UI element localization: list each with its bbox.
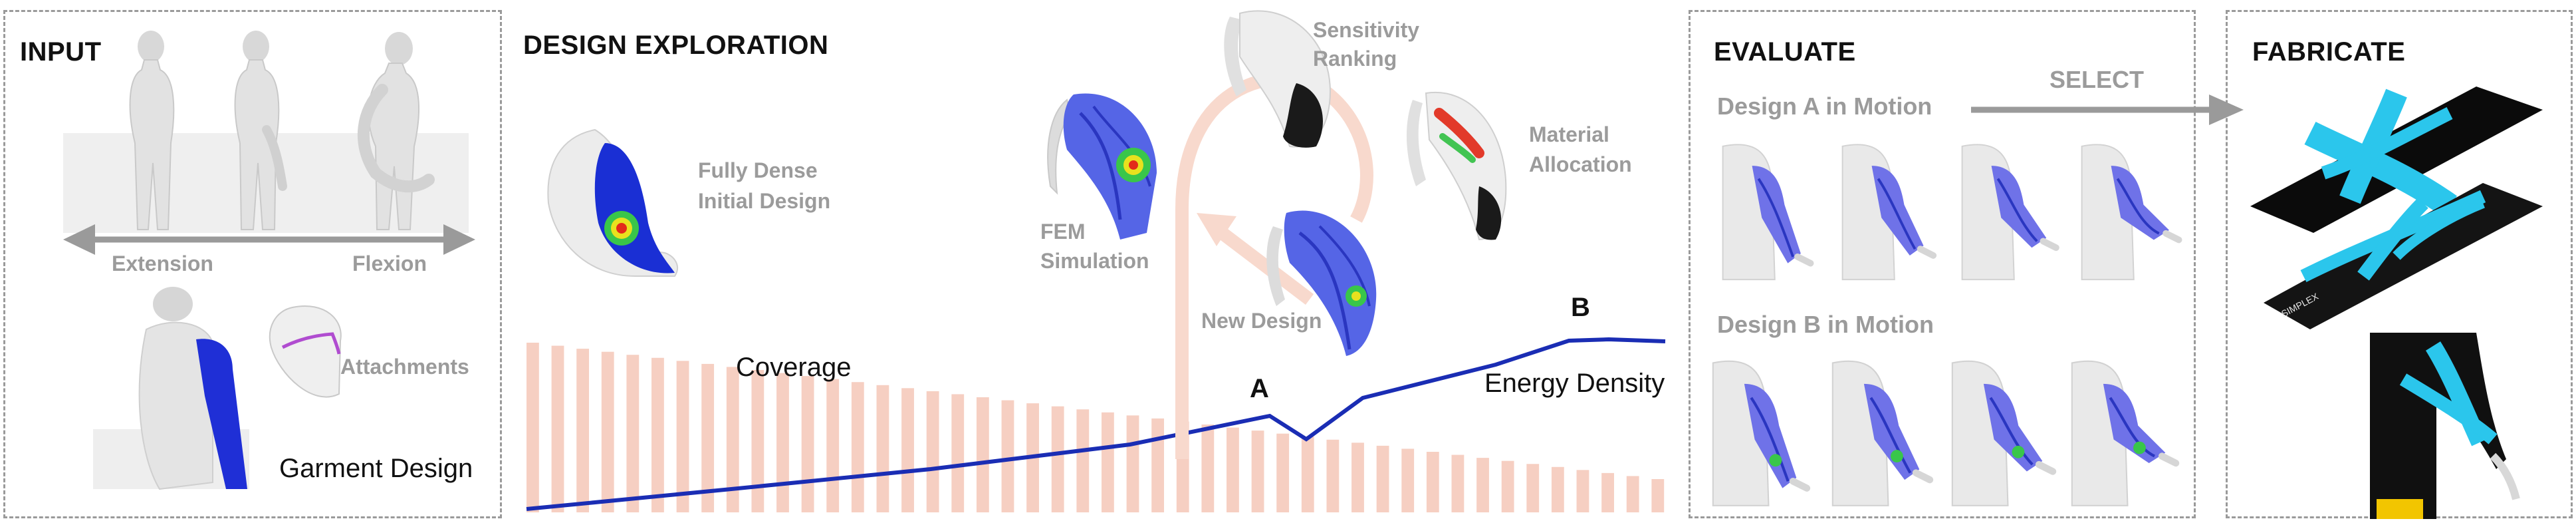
sensitivity-ranking-arm xyxy=(1224,10,1331,148)
fem-line1: FEM xyxy=(1040,220,1086,244)
coverage-bar xyxy=(1126,415,1139,512)
design-a-frame xyxy=(1841,144,1937,281)
mannequin-standing-1 xyxy=(129,31,175,230)
coverage-bar xyxy=(601,351,614,512)
fabric-sheet-with-tape xyxy=(2250,87,2543,233)
attachments-shoulder xyxy=(269,305,342,398)
design-a-frame xyxy=(1722,144,1814,281)
coverage-bar xyxy=(1051,406,1064,512)
material-line2: Allocation xyxy=(1529,152,1632,176)
point-a-label: A xyxy=(1250,374,1269,403)
coverage-bar xyxy=(676,361,689,512)
coverage-bar xyxy=(726,367,739,512)
worn-garment-arm xyxy=(2370,333,2520,519)
design-b-sequence xyxy=(1705,356,2184,509)
coverage-bar xyxy=(1276,433,1290,512)
coverage-bar xyxy=(1201,425,1215,512)
coverage-bar xyxy=(776,373,789,512)
coverage-bar xyxy=(1601,472,1614,512)
coverage-bar xyxy=(1076,409,1090,512)
design-a-frame xyxy=(1961,144,2059,281)
coverage-bar xyxy=(1227,427,1239,512)
material-allocation-arm xyxy=(1406,91,1507,241)
design-b-label: Design B in Motion xyxy=(1717,311,1934,338)
coverage-bar xyxy=(1376,445,1389,512)
select-label: SELECT xyxy=(2049,66,2145,93)
attachments-label: Attachments xyxy=(340,355,469,379)
evaluate-title: EVALUATE xyxy=(1714,37,1856,67)
point-b-label: B xyxy=(1571,293,1590,322)
design-a-sequence xyxy=(1715,140,2182,283)
coverage-bar xyxy=(926,391,939,512)
design-b-frame xyxy=(1951,360,2057,506)
coverage-bar xyxy=(951,394,965,512)
coverage-bar xyxy=(826,379,840,512)
coverage-bar xyxy=(1251,431,1264,512)
evaluate-panel xyxy=(1689,10,2196,518)
coverage-bar xyxy=(1626,476,1639,512)
coverage-bar xyxy=(1301,437,1314,512)
material-line1: Material xyxy=(1529,122,1609,146)
coverage-bar xyxy=(626,355,640,512)
garment-design-label: Garment Design xyxy=(279,454,473,483)
design-a-label: Design A in Motion xyxy=(1717,92,1932,120)
coverage-bar xyxy=(1102,412,1114,512)
input-title: INPUT xyxy=(20,37,102,67)
coverage-bar xyxy=(1326,439,1340,512)
coverage-bar xyxy=(527,343,539,512)
coverage-bar xyxy=(1576,470,1589,512)
select-arrow xyxy=(1971,94,2244,125)
coverage-bar xyxy=(1001,400,1014,512)
input-panel xyxy=(3,10,502,518)
coverage-bar xyxy=(801,376,814,512)
energy-density-line xyxy=(526,337,1666,511)
fem-line2: Simulation xyxy=(1040,249,1149,273)
fem-simulation-arm xyxy=(1047,93,1157,240)
coverage-bar xyxy=(1351,442,1364,512)
coverage-bar xyxy=(1476,458,1489,512)
coverage-bar xyxy=(1551,466,1564,512)
new-design-label: New Design xyxy=(1201,309,1322,333)
coverage-bar xyxy=(701,363,715,512)
coverage-bar xyxy=(1151,418,1165,512)
fully-dense-line2: Initial Design xyxy=(698,189,831,213)
fully-dense-initial-design xyxy=(547,128,678,277)
design-b-frame xyxy=(1831,360,1934,506)
flexion-label: Flexion xyxy=(352,252,427,275)
sensitivity-line2: Ranking xyxy=(1313,47,1397,71)
extension-flexion-arrow xyxy=(63,224,475,255)
coverage-bar xyxy=(1526,464,1540,512)
extension-label: Extension xyxy=(112,252,213,275)
coverage-bar xyxy=(1426,452,1439,512)
coverage-bar xyxy=(1651,479,1665,512)
coverage-bar xyxy=(751,370,764,512)
mannequin-standing-2 xyxy=(234,31,287,230)
coverage-bar xyxy=(901,388,914,512)
design-b-frame xyxy=(2071,360,2180,506)
coverage-bar xyxy=(576,349,590,512)
coverage-bar xyxy=(1501,460,1514,512)
design-b-frame xyxy=(1712,360,1811,506)
coverage-bar xyxy=(1451,454,1464,512)
sleeve-with-tape: SIMPLEX xyxy=(2264,183,2543,329)
coverage-bar xyxy=(976,397,989,512)
energy-density-label: Energy Density xyxy=(1484,369,1665,398)
coverage-bar xyxy=(876,385,889,512)
garment-design-figure xyxy=(138,287,247,490)
mannequin-flexion xyxy=(357,32,435,230)
coverage-bar xyxy=(651,357,664,512)
fully-dense-line1: Fully Dense xyxy=(698,158,818,182)
coverage-bar xyxy=(551,345,564,512)
coverage-bar xyxy=(1401,448,1415,512)
coverage-label: Coverage xyxy=(736,353,852,382)
sensitivity-line1: Sensitivity xyxy=(1313,18,1420,42)
design-a-frame xyxy=(2081,144,2182,281)
fabricate-title: FABRICATE xyxy=(2252,37,2406,67)
coverage-bar xyxy=(851,382,864,512)
exploration-title: DESIGN EXPLORATION xyxy=(523,31,829,60)
new-design-arm xyxy=(1266,210,1377,356)
